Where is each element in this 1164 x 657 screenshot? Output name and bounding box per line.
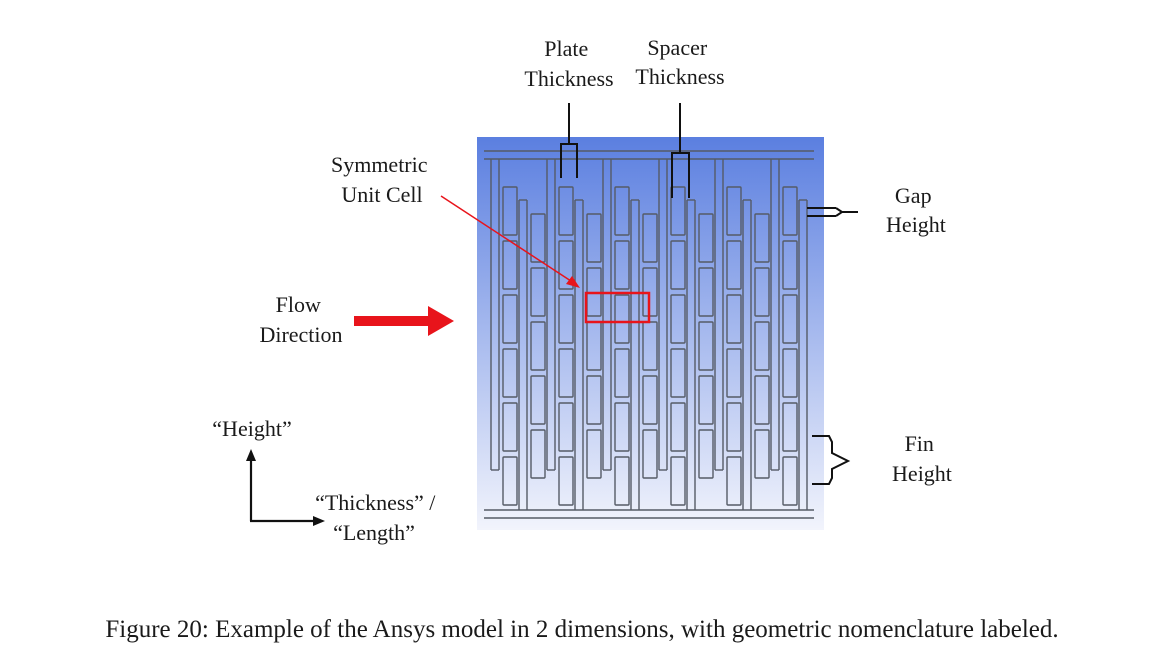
spacer-cell: [754, 321, 770, 371]
flow-direction-label: Flow Direction: [259, 292, 342, 347]
spacer-cell: [670, 186, 686, 236]
vertical-fin: [658, 159, 668, 470]
spacer-cell: [670, 402, 686, 452]
spacer-cell: [614, 294, 630, 344]
spacer-cell: [754, 429, 770, 479]
spacer-cell: [502, 456, 518, 506]
spacer-cell: [502, 348, 518, 398]
vertical-fin: [630, 200, 640, 510]
unit-cell-arrowhead-icon: [566, 276, 580, 288]
spacer-cell: [502, 294, 518, 344]
spacer-cell: [726, 456, 742, 506]
bottom-header-plate: [484, 509, 814, 519]
spacer-cell: [782, 240, 798, 290]
spacer-cell: [614, 456, 630, 506]
spacer-cell: [558, 456, 574, 506]
spacer-cell: [670, 456, 686, 506]
spacer-cell: [698, 321, 714, 371]
spacer-cell: [782, 402, 798, 452]
vertical-fin: [742, 200, 752, 510]
spacer-cell: [726, 402, 742, 452]
spacer-thickness-label: Spacer Thickness: [635, 35, 724, 89]
vertical-fin: [798, 200, 808, 510]
vertical-fin: [574, 200, 584, 510]
fin-structure: [484, 150, 814, 519]
spacer-cell: [558, 186, 574, 236]
spacer-cell: [558, 294, 574, 344]
spacer-cell: [782, 348, 798, 398]
vertical-fin: [602, 159, 612, 470]
spacer-cell: [754, 213, 770, 263]
spacer-cell: [642, 213, 658, 263]
spacer-cell: [670, 240, 686, 290]
spacer-cell: [558, 402, 574, 452]
height-axis-arrow-icon: [246, 449, 256, 461]
spacer-cell: [754, 267, 770, 317]
spacer-cell: [586, 375, 602, 425]
spacer-cell: [782, 456, 798, 506]
spacer-cell: [614, 348, 630, 398]
vertical-fin: [686, 200, 696, 510]
spacer-cell: [642, 429, 658, 479]
gap-height-label: Gap Height: [886, 183, 946, 237]
spacer-cell: [698, 375, 714, 425]
fin-height-brace: [812, 435, 851, 485]
fin-height-label: Fin Height: [892, 431, 952, 486]
plate-thickness-label: Plate Thickness: [524, 36, 613, 91]
fluid-domain: [477, 137, 824, 530]
spacer-cell: [614, 402, 630, 452]
spacer-cell: [530, 375, 546, 425]
unit-cell-leader: [440, 195, 575, 284]
top-header-plate: [484, 150, 814, 160]
spacer-cell: [698, 213, 714, 263]
spacer-cell: [558, 240, 574, 290]
spacer-cell: [670, 348, 686, 398]
spacer-cell: [558, 348, 574, 398]
spacer-cell: [530, 267, 546, 317]
spacer-cell: [530, 321, 546, 371]
spacer-cell: [530, 213, 546, 263]
spacer-cell: [502, 402, 518, 452]
spacer-cell: [614, 186, 630, 236]
axis-indicator: [246, 449, 325, 526]
spacer-cell: [586, 213, 602, 263]
spacer-cell: [642, 375, 658, 425]
spacer-cell: [670, 294, 686, 344]
symmetric-unit-cell-box: [584, 291, 651, 324]
spacer-cell: [782, 294, 798, 344]
spacer-cell: [502, 186, 518, 236]
spacer-cell: [614, 240, 630, 290]
thickness-axis-arrow-icon: [313, 516, 325, 526]
vertical-fin: [714, 159, 724, 470]
spacer-cell: [698, 429, 714, 479]
spacer-thickness-bracket: [671, 103, 690, 198]
plate-thickness-bracket: [560, 103, 578, 178]
vertical-fin: [490, 159, 500, 470]
spacer-cell: [726, 348, 742, 398]
vertical-fin: [770, 159, 780, 470]
spacer-cell: [754, 375, 770, 425]
spacer-cell: [726, 294, 742, 344]
spacer-cell: [726, 240, 742, 290]
spacer-cell: [530, 429, 546, 479]
gap-height-bracket: [807, 207, 858, 217]
spacer-cell: [726, 186, 742, 236]
height-axis-label: “Height”: [212, 416, 291, 441]
figure-caption: Figure 20: Example of the Ansys model in…: [105, 616, 1058, 643]
spacer-cell: [698, 267, 714, 317]
flow-direction-arrow-icon: [354, 306, 454, 336]
symmetric-unit-cell-label: Symmetric Unit Cell: [331, 152, 433, 207]
vertical-fin: [546, 159, 556, 470]
spacer-cell: [586, 429, 602, 479]
thickness-length-axis-label: “Thickness” / “Length”: [315, 490, 441, 545]
spacer-cell: [782, 186, 798, 236]
